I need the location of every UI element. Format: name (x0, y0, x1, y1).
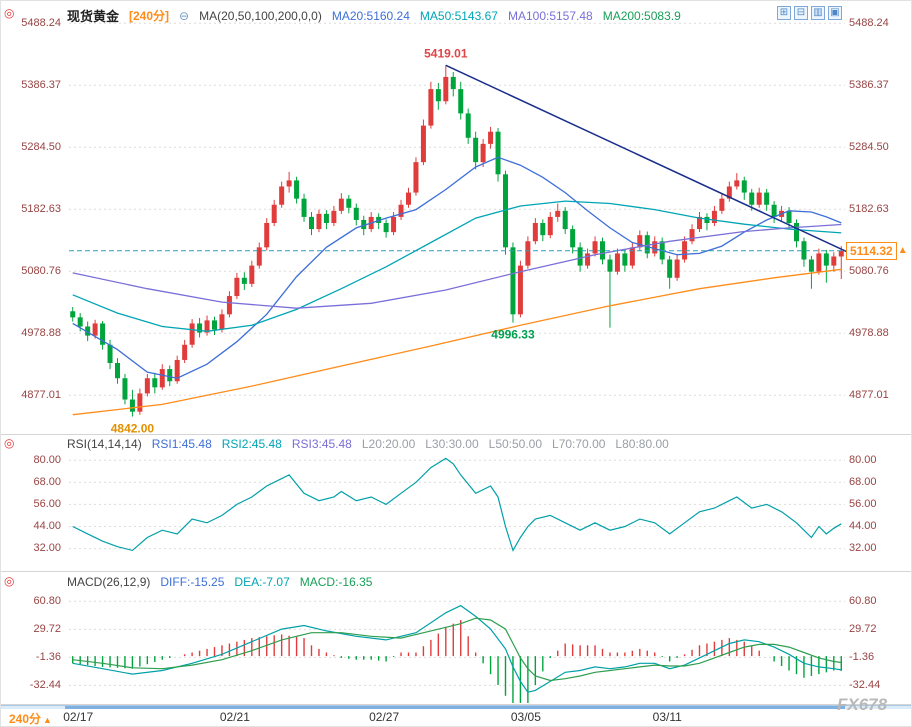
ma-settings-icon[interactable]: ⊖ (179, 8, 190, 23)
y-axis-label-left: 68.00 (33, 475, 61, 488)
rsi-l20: L20:20.00 (361, 437, 416, 451)
ma-settings-label: MA(20,50,100,200,0,0) (199, 8, 322, 23)
y-axis-label-right: 5386.37 (849, 78, 889, 91)
x-axis-label: 02/17 (63, 710, 94, 724)
rsi-chart-area[interactable] (69, 451, 845, 567)
y-axis-label-left: 44.00 (33, 519, 61, 532)
macd-dea-value: DEA:-7.07 (234, 575, 290, 589)
chart-toolbar: ⊞ ⊟ ▥ ▣ (777, 6, 842, 20)
y-axis-label-left: 5182.63 (21, 202, 61, 215)
h-scrollbar[interactable] (1, 705, 911, 709)
rsi1-value: RSI1:45.48 (151, 437, 212, 451)
layout-full-icon[interactable]: ▣ (828, 6, 842, 20)
y-axis-label-right: 44.00 (849, 519, 877, 532)
y-axis-label-left: 80.00 (33, 453, 61, 466)
main-panel-icon[interactable]: ◎ (4, 6, 15, 20)
h-scrollbar-thumb[interactable] (65, 706, 845, 709)
timeframe-label[interactable]: [240分] (129, 9, 170, 23)
y-axis-label-right: 60.80 (849, 594, 877, 607)
macd-header: MACD(26,12,9) DIFF:-15.25 DEA:-7.07 MACD… (67, 575, 372, 589)
bottom-timeframe-label[interactable]: 240分 ▲ (9, 710, 52, 726)
y-axis-label-left: 5284.50 (21, 140, 61, 153)
main-header: 现货黄金 [240分] ⊖ MA(20,50,100,200,0,0) MA20… (67, 6, 681, 25)
panel-separator (1, 571, 911, 572)
rsi-name: RSI(14,14,14) (67, 437, 142, 451)
price-tag: 5114.32 (846, 241, 897, 260)
panel-separator (1, 434, 911, 435)
y-axis-label-right: 5284.50 (849, 140, 889, 153)
bottom-timeframe-text: 240分 (9, 712, 42, 726)
svg-text:4996.33: 4996.33 (491, 328, 535, 342)
y-axis-label-right: 4877.01 (849, 388, 889, 401)
x-axis-label: 03/11 (652, 710, 682, 724)
svg-text:5419.01: 5419.01 (424, 46, 468, 60)
watermark: FX678 (837, 695, 888, 714)
y-axis-right: 5488.24 5386.37 5284.50 5182.63 5080.76 4978.… (849, 1, 911, 726)
ma100-value: MA100:5157.48 (507, 8, 593, 23)
instrument-title: 现货黄金 (67, 9, 120, 24)
rsi2-value: RSI2:45.48 (221, 437, 282, 451)
price-tag-wrap: 5114.32 ▲ (846, 241, 908, 260)
y-axis-label-right: 56.00 (849, 497, 877, 510)
panel-separator (1, 704, 911, 705)
macd-chart-area[interactable] (69, 593, 845, 703)
rsi3-value: RSI3:45.48 (291, 437, 352, 451)
y-axis-label-right: 32.00 (849, 542, 877, 555)
rsi-l50: L50:50.00 (488, 437, 543, 451)
ma200-value: MA200:5083.9 (602, 8, 681, 23)
y-axis-label-left: 4877.01 (21, 388, 61, 401)
x-axis: 240分 ▲ 02/17 02/21 02/27 03/05 03/11 (1, 710, 911, 726)
rsi-header: RSI(14,14,14) RSI1:45.48 RSI2:45.48 RSI3… (67, 437, 669, 451)
y-axis-label-right: 68.00 (849, 475, 877, 488)
y-axis-label-left: 4978.88 (21, 326, 61, 339)
y-axis-label-left: 56.00 (33, 497, 61, 510)
x-axis-label: 02/21 (219, 710, 250, 724)
main-chart-area[interactable] (69, 13, 845, 433)
svg-text:4842.00: 4842.00 (111, 422, 155, 436)
y-axis-label-left: 29.72 (33, 622, 61, 635)
y-axis-left: 5488.24 5386.37 5284.50 5182.63 5080.76 4978.… (1, 1, 63, 726)
y-axis-label-right: -1.36 (849, 650, 875, 663)
macd-diff-value: DIFF:-15.25 (160, 575, 225, 589)
y-axis-label-left: 32.00 (33, 542, 61, 555)
x-axis-label: 02/27 (369, 710, 400, 724)
y-axis-label-right: 5182.63 (849, 202, 889, 215)
ma50-value: MA50:5143.67 (419, 8, 498, 23)
y-axis-label-right: 5080.76 (849, 264, 889, 277)
macd-name: MACD(26,12,9) (67, 575, 151, 589)
y-axis-label-left: 5386.37 (21, 78, 61, 91)
layout-grid-icon[interactable]: ⊞ (777, 6, 791, 20)
rsi-l80: L80:80.00 (615, 437, 669, 451)
rsi-l70: L70:70.00 (552, 437, 606, 451)
y-axis-label-left: 5488.24 (21, 16, 61, 29)
y-axis-label-left: 60.80 (33, 594, 61, 607)
y-axis-label-left: -1.36 (35, 650, 61, 663)
y-axis-label-right: 4978.88 (849, 326, 889, 339)
layout-columns-icon[interactable]: ▥ (811, 6, 825, 20)
y-axis-label-right: -32.44 (849, 678, 881, 691)
y-axis-label-right: 5488.24 (849, 16, 889, 29)
macd-settings-icon[interactable]: ◎ (4, 574, 15, 588)
ma20-value: MA20:5160.24 (331, 8, 410, 23)
rsi-l30: L30:30.00 (425, 437, 479, 451)
y-axis-label-right: 29.72 (849, 622, 877, 635)
layout-rows-icon[interactable]: ⊟ (794, 6, 808, 20)
y-axis-label-left: -32.44 (29, 678, 61, 691)
y-axis-label-right: 80.00 (849, 453, 877, 466)
price-alert-icon[interactable]: ▲ (897, 245, 908, 257)
rsi-settings-icon[interactable]: ◎ (4, 436, 15, 450)
macd-value: MACD:-16.35 (299, 575, 373, 589)
y-axis-label-left: 5080.76 (21, 264, 61, 277)
up-arrow-icon: ▲ (43, 715, 52, 725)
x-axis-label: 03/05 (510, 710, 541, 724)
